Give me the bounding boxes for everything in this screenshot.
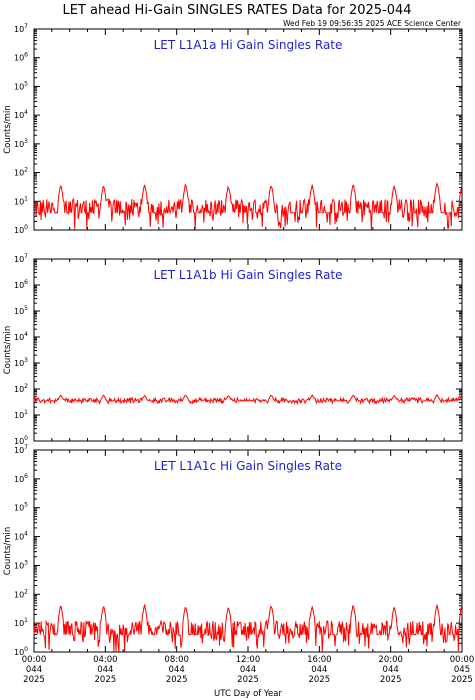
svg-text:2025: 2025	[451, 675, 473, 685]
y-tick-label: 101	[14, 617, 28, 628]
y-tick-label: 107	[14, 444, 28, 455]
svg-text:00:00: 00:00	[450, 655, 475, 665]
svg-text:12:00: 12:00	[236, 655, 261, 665]
chart-panels: 100 101 102 103 104 105 106 107 Counts/min LET L1…	[3, 23, 463, 657]
y-tick-label: 105	[14, 80, 28, 91]
x-axis: 00:00044202504:00044202508:00044202512:0…	[22, 655, 475, 685]
svg-text:2025: 2025	[237, 675, 259, 685]
rate-series-line	[33, 181, 463, 230]
svg-text:2025: 2025	[309, 675, 331, 685]
y-tick-label: 100	[14, 646, 28, 657]
y-tick-label: 102	[14, 383, 28, 394]
y-axis-label: Counts/min	[3, 105, 13, 154]
y-tick-label: 106	[14, 52, 28, 63]
plot-frame	[33, 449, 463, 653]
y-tick-label: 103	[14, 357, 28, 368]
svg-text:044: 044	[311, 665, 327, 675]
y-tick-label: 103	[14, 559, 28, 570]
figure-title: LET ahead Hi-Gain SINGLES RATES Data for…	[62, 3, 411, 18]
y-tick-label: 107	[14, 23, 28, 34]
panel-title: LET L1A1b Hi Gain Singles Rate	[153, 268, 342, 282]
svg-text:044: 044	[26, 665, 42, 675]
generation-timestamp: Wed Feb 19 09:56:35 2025 ACE Science Cen…	[283, 19, 462, 28]
chart-panel: 100 101 102 103 104 105 106 107 Counts/min LET L1…	[3, 444, 463, 657]
y-tick-label: 100	[14, 435, 28, 446]
y-tick-label: 106	[14, 473, 28, 484]
rate-series-line	[33, 393, 463, 406]
y-tick-label: 104	[14, 531, 28, 542]
y-axis-label: Counts/min	[3, 326, 13, 375]
svg-text:04:00: 04:00	[93, 655, 118, 665]
y-tick-label: 102	[14, 588, 28, 599]
y-tick-label: 101	[14, 195, 28, 206]
y-tick-label: 104	[14, 331, 28, 342]
rate-series-line	[33, 604, 463, 652]
svg-text:2025: 2025	[95, 675, 117, 685]
y-tick-label: 104	[14, 109, 28, 120]
svg-text:044: 044	[383, 665, 399, 675]
y-tick-label: 105	[14, 305, 28, 316]
svg-text:045: 045	[454, 665, 470, 675]
svg-text:00:00: 00:00	[22, 655, 47, 665]
plot-frame	[33, 28, 463, 231]
svg-text:044: 044	[169, 665, 185, 675]
svg-text:2025: 2025	[23, 675, 45, 685]
panel-title: LET L1A1a Hi Gain Singles Rate	[154, 38, 343, 52]
svg-text:044: 044	[240, 665, 256, 675]
y-tick-label: 101	[14, 409, 28, 420]
svg-text:16:00: 16:00	[307, 655, 332, 665]
y-tick-label: 100	[14, 224, 28, 235]
svg-text:2025: 2025	[380, 675, 402, 685]
svg-text:2025: 2025	[166, 675, 188, 685]
y-tick-label: 103	[14, 138, 28, 149]
y-tick-label: 106	[14, 279, 28, 290]
svg-text:044: 044	[97, 665, 113, 675]
svg-text:08:00: 08:00	[164, 655, 189, 665]
x-axis-label: UTC Day of Year	[214, 689, 282, 699]
svg-text:20:00: 20:00	[378, 655, 403, 665]
y-tick-label: 107	[14, 253, 28, 264]
chart-panel: 100 101 102 103 104 105 106 107 Counts/min LET L1…	[3, 253, 463, 446]
plot-frame	[33, 258, 463, 442]
chart-panel: 100 101 102 103 104 105 106 107 Counts/min LET L1…	[3, 23, 463, 235]
y-tick-label: 102	[14, 167, 28, 178]
panel-title: LET L1A1c Hi Gain Singles Rate	[154, 459, 342, 473]
y-tick-label: 105	[14, 502, 28, 513]
y-axis-label: Counts/min	[3, 527, 13, 576]
